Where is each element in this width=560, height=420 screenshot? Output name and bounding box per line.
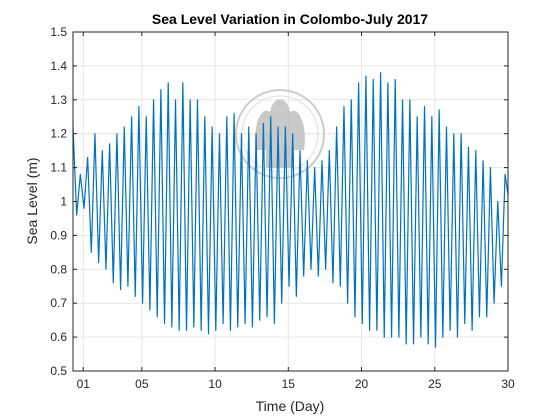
y-tick-label: 1.2 <box>50 127 67 141</box>
y-tick-label: 1.1 <box>50 161 67 175</box>
x-tick-label: 10 <box>208 377 222 391</box>
y-tick-label: 0.9 <box>50 228 67 242</box>
y-tick-label: 0.8 <box>50 262 67 276</box>
y-tick-labels: 0.5 0.6 0.7 0.8 0.9 1 1.1 1.2 1.3 1.4 1.5 <box>50 25 67 378</box>
y-tick-label: 0.5 <box>50 364 67 378</box>
y-tick-label: 0.6 <box>50 330 67 344</box>
y-tick-label: 0.7 <box>50 296 67 310</box>
y-tick-label: 1.4 <box>50 59 67 73</box>
x-tick-label: 05 <box>135 377 149 391</box>
y-tick-label: 1 <box>60 195 67 209</box>
x-tick-label: 15 <box>282 377 296 391</box>
series-layer <box>72 72 509 348</box>
x-tick-label: 20 <box>355 377 369 391</box>
x-axis-label: Time (Day) <box>256 398 325 414</box>
y-tick-label: 1.3 <box>50 93 67 107</box>
x-tick-label: 25 <box>428 377 442 391</box>
series-line <box>72 72 509 348</box>
y-tick-label: 1.5 <box>50 25 67 39</box>
x-tick-label: 30 <box>501 377 515 391</box>
chart-title: Sea Level Variation in Colombo-July 2017 <box>152 11 428 27</box>
x-tick-labels: 01 05 10 15 20 25 30 <box>77 377 515 391</box>
y-axis-label: Sea Level (m) <box>24 157 40 244</box>
ticks <box>73 31 509 372</box>
x-tick-label: 01 <box>77 377 91 391</box>
